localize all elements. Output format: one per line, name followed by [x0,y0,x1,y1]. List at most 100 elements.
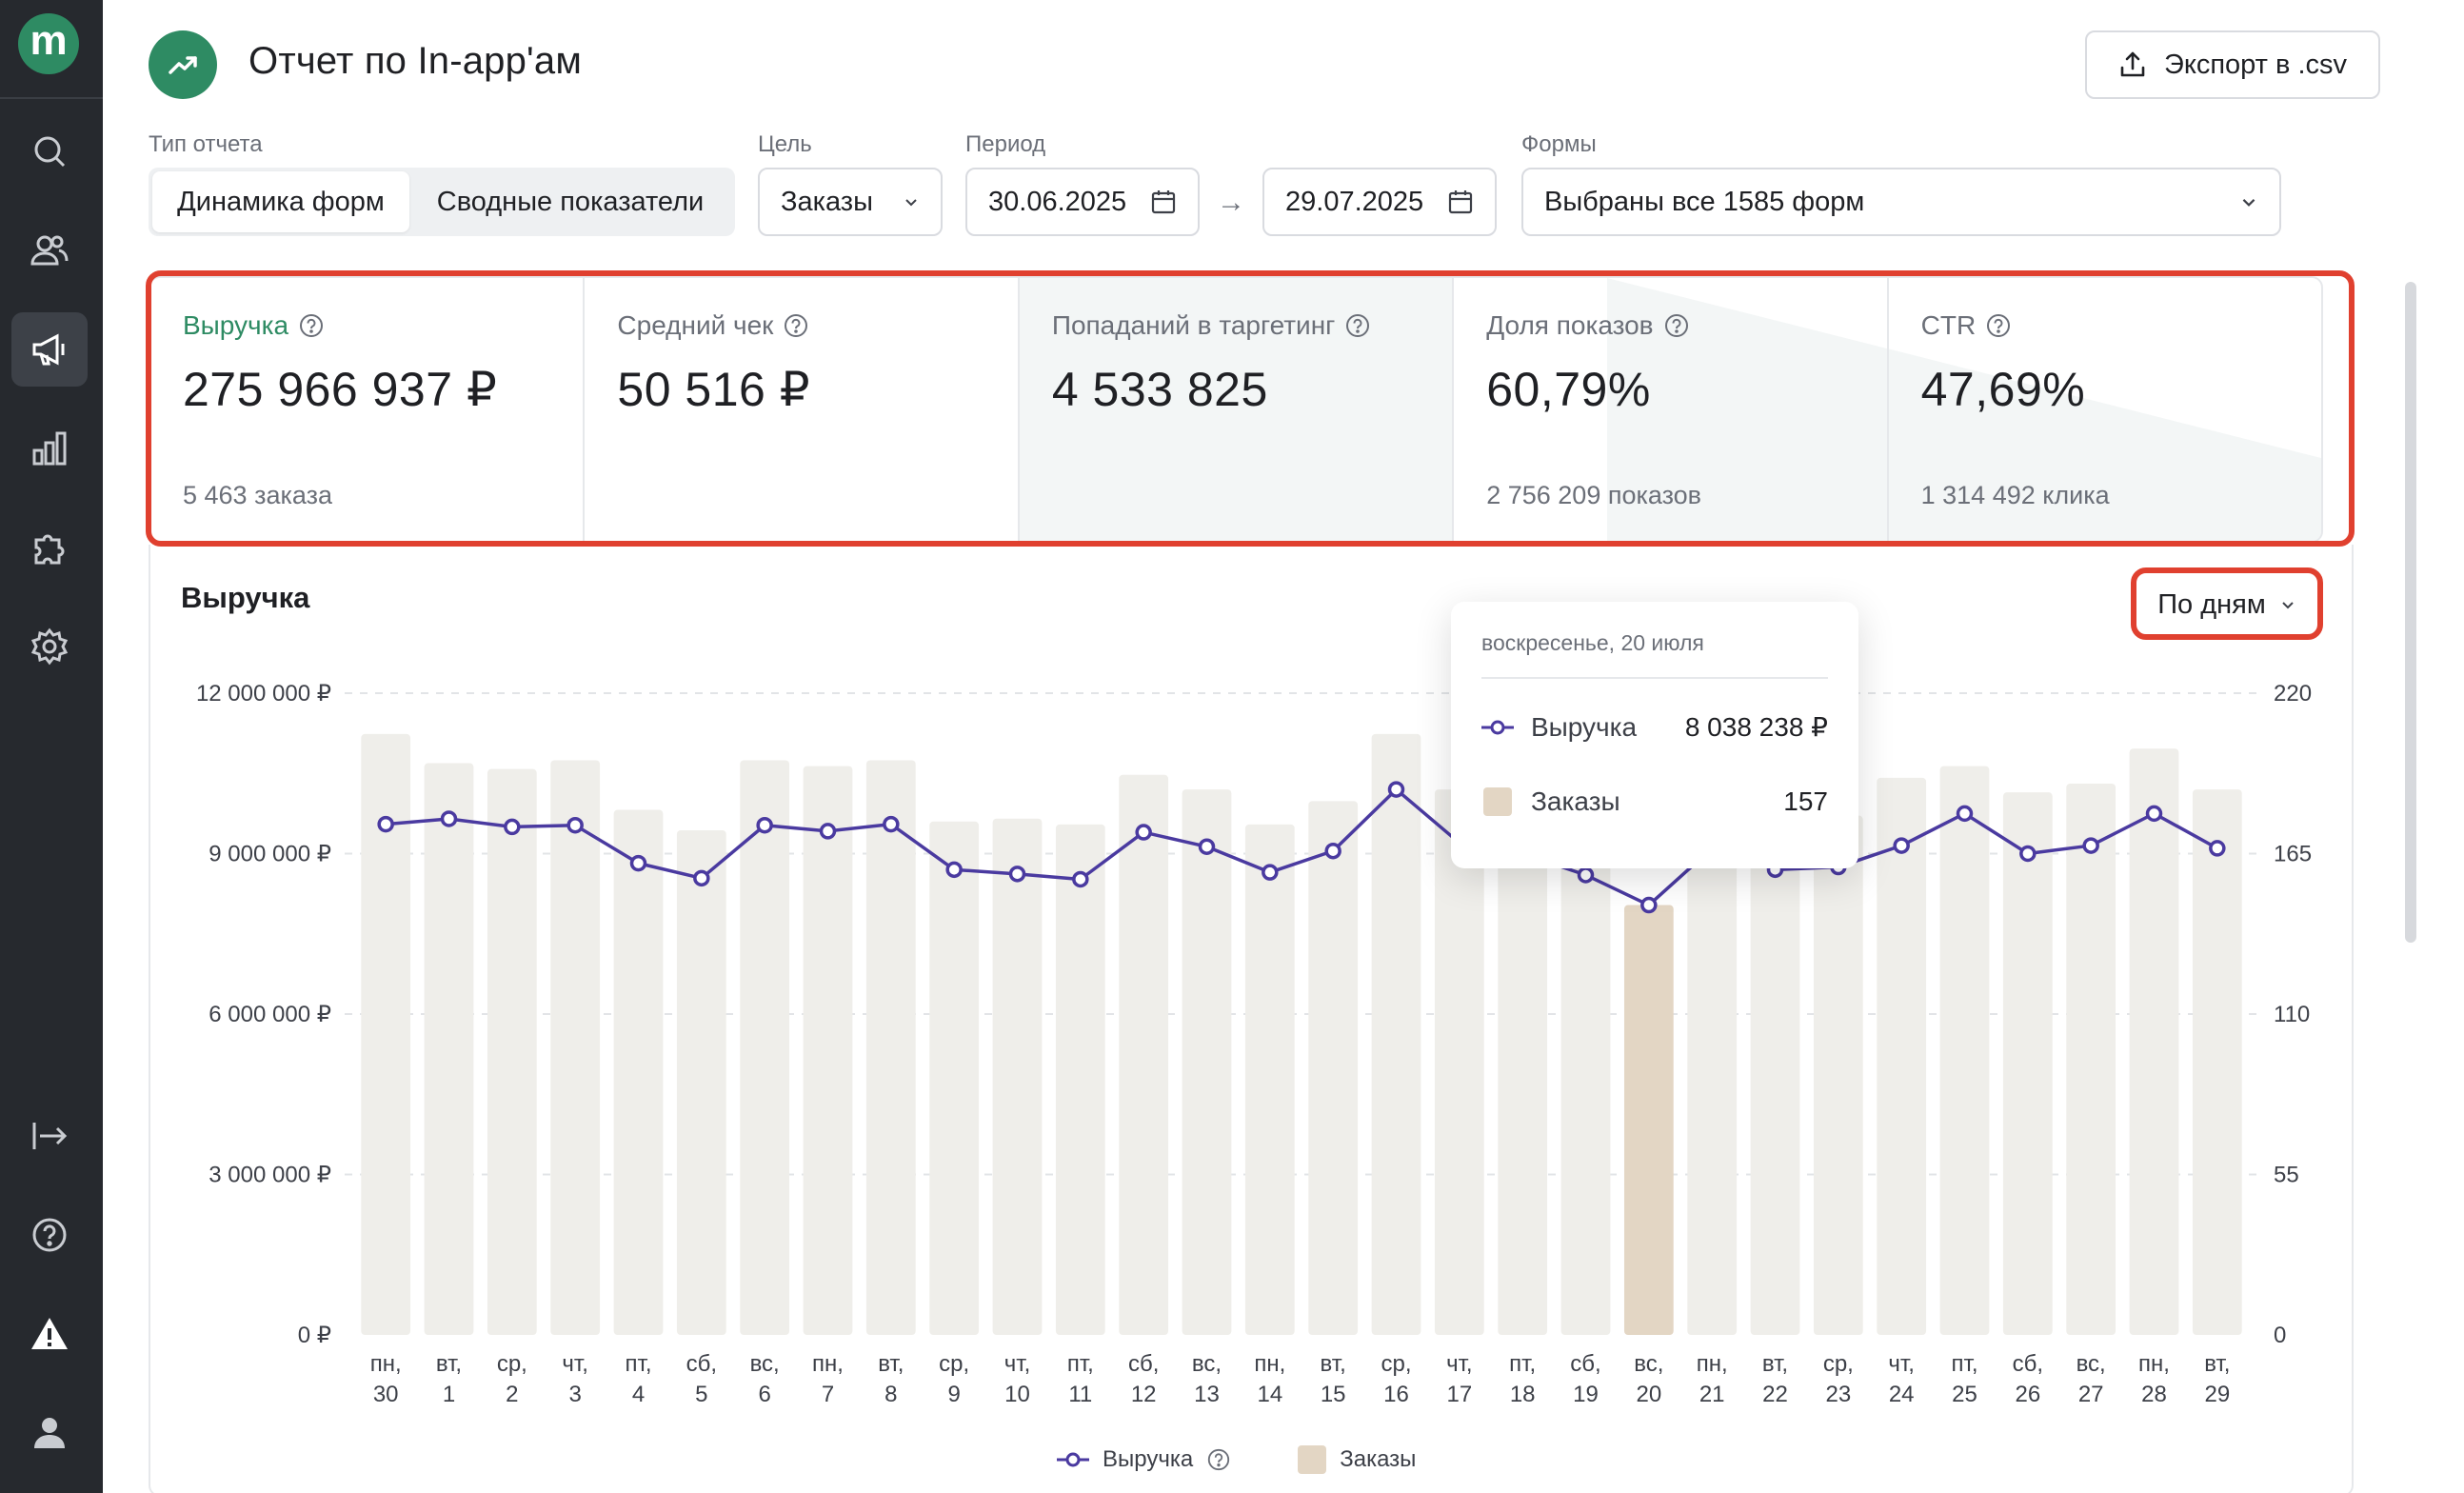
x-tick-weekday: ср, [497,1351,527,1377]
x-tick-day: 8 [884,1382,897,1407]
tooltip-row-revenue: Выручка 8 038 238 ₽ [1481,711,1828,743]
chart-tooltip: воскресенье, 20 июля Выручка 8 038 238 ₽… [1451,602,1858,868]
revenue-point [1324,842,1341,860]
revenue-point [945,861,963,879]
x-tick-day: 5 [695,1382,707,1407]
kpi-label: Попаданий в таргетинг [1052,310,1420,341]
y-left-tick: 12 000 000 ₽ [196,681,331,707]
scrollbar-thumb[interactable] [2405,282,2416,943]
revenue-point [377,815,394,833]
sidebar-item-settings[interactable] [11,609,88,684]
sidebar-item-integrations[interactable] [11,510,88,585]
legend-item-revenue[interactable]: Выручка [1057,1446,1231,1473]
kpi-label: Доля показов [1486,310,1854,341]
question-circle-icon[interactable] [1344,312,1371,339]
period-granularity-select[interactable]: По дням [2136,575,2317,634]
megaphone-icon [32,333,65,366]
app-logo[interactable]: m [18,13,79,74]
bar [1498,809,1548,1335]
report-type-dynamics[interactable]: Динамика форм [152,171,409,232]
kpi-label: Средний чек [617,310,984,341]
x-tick-day: 26 [2015,1382,2040,1407]
sidebar-item-help[interactable] [11,1198,88,1272]
legend-item-orders[interactable]: Заказы [1298,1445,1416,1474]
puzzle-icon [34,534,65,565]
revenue-point [693,869,710,887]
upload-icon [2120,51,2145,77]
x-tick-day: 3 [568,1382,581,1407]
x-tick-weekday: сб, [1570,1351,1600,1377]
bar [2066,783,2116,1335]
x-tick-weekday: пн, [370,1351,402,1377]
warning-icon [31,1318,68,1349]
chevron-down-icon [2242,198,2255,207]
question-circle-icon[interactable] [298,312,325,339]
x-tick-weekday: чт, [1446,1351,1473,1377]
x-tick-weekday: вс, [750,1351,780,1377]
sidebar-item-collapse[interactable] [11,1099,88,1173]
bar [1119,774,1169,1335]
x-tick-day: 15 [1321,1382,1346,1407]
period-to-input[interactable]: 29.07.2025 [1262,168,1497,236]
goal-label: Цель [758,131,812,157]
report-type-summary[interactable]: Сводные показатели [436,186,705,217]
legend-revenue-label: Выручка [1103,1446,1194,1472]
bar [361,733,411,1335]
revenue-point [1072,870,1089,888]
sidebar-item-campaigns[interactable] [11,312,88,387]
bar [1434,789,1484,1335]
bar-chart-icon [32,431,67,466]
kpi-sub: 2 756 209 показов [1486,481,1702,509]
question-circle-icon[interactable] [1663,312,1690,339]
goal-value: Заказы [781,186,873,217]
period-label: Период [965,131,1046,157]
question-circle-icon[interactable] [1206,1447,1231,1472]
x-tick-day: 28 [2141,1382,2167,1407]
sidebar-item-search[interactable] [11,114,88,189]
chevron-down-icon [905,199,917,207]
revenue-point [883,815,900,833]
sidebar-item-users[interactable] [11,213,88,288]
users-icon [30,235,69,266]
calendar-icon [1151,190,1176,214]
x-tick-day: 12 [1131,1382,1157,1407]
bar [676,829,726,1335]
kpi-value: 275 966 937 ₽ [183,363,498,416]
forms-select[interactable]: Выбраны все 1585 форм [1521,168,2281,236]
x-tick-day: 6 [758,1382,770,1407]
kpi-label-text: Попаданий в таргетинг [1051,310,1336,340]
report-icon [149,30,217,99]
question-circle-icon[interactable] [1985,312,2012,339]
bar [550,760,601,1335]
forms-label: Формы [1521,131,1597,157]
sidebar-item-profile[interactable] [11,1396,88,1470]
kpi-value: 4 533 825 [1051,363,1268,416]
x-tick-day: 29 [2204,1382,2230,1407]
export-csv-button[interactable]: Экспорт в .csv [2085,30,2380,99]
revenue-point [566,816,584,834]
trending-up-icon [169,56,197,74]
period-arrow: → [1217,187,1245,218]
sidebar-item-analytics[interactable] [11,411,88,486]
revenue-point [1387,781,1405,798]
x-tick-weekday: вт, [878,1351,904,1377]
tooltip-orders-value: 157 [1783,786,1828,816]
x-tick-weekday: вс, [1192,1351,1222,1377]
bar [992,818,1043,1335]
bar [1750,809,1800,1335]
x-tick-day: 27 [2078,1382,2104,1407]
x-tick-day: 10 [1004,1382,1030,1407]
y-right-tick: 55 [2274,1163,2299,1188]
x-tick-weekday: ср, [939,1351,969,1377]
goal-select[interactable]: Заказы [758,168,943,236]
x-tick-weekday: пн, [2138,1351,2170,1377]
kpi-card-revenue: Выручка 275 966 937 ₽ 5 463 заказа [150,278,586,541]
x-tick-weekday: пн, [812,1351,844,1377]
sidebar-item-alerts[interactable] [11,1297,88,1371]
x-tick-weekday: вт, [1762,1351,1788,1377]
period-from-input[interactable]: 30.06.2025 [965,168,1200,236]
x-tick-day: 11 [1068,1382,1092,1407]
bar [2192,789,2242,1335]
question-circle-icon[interactable] [783,312,809,339]
